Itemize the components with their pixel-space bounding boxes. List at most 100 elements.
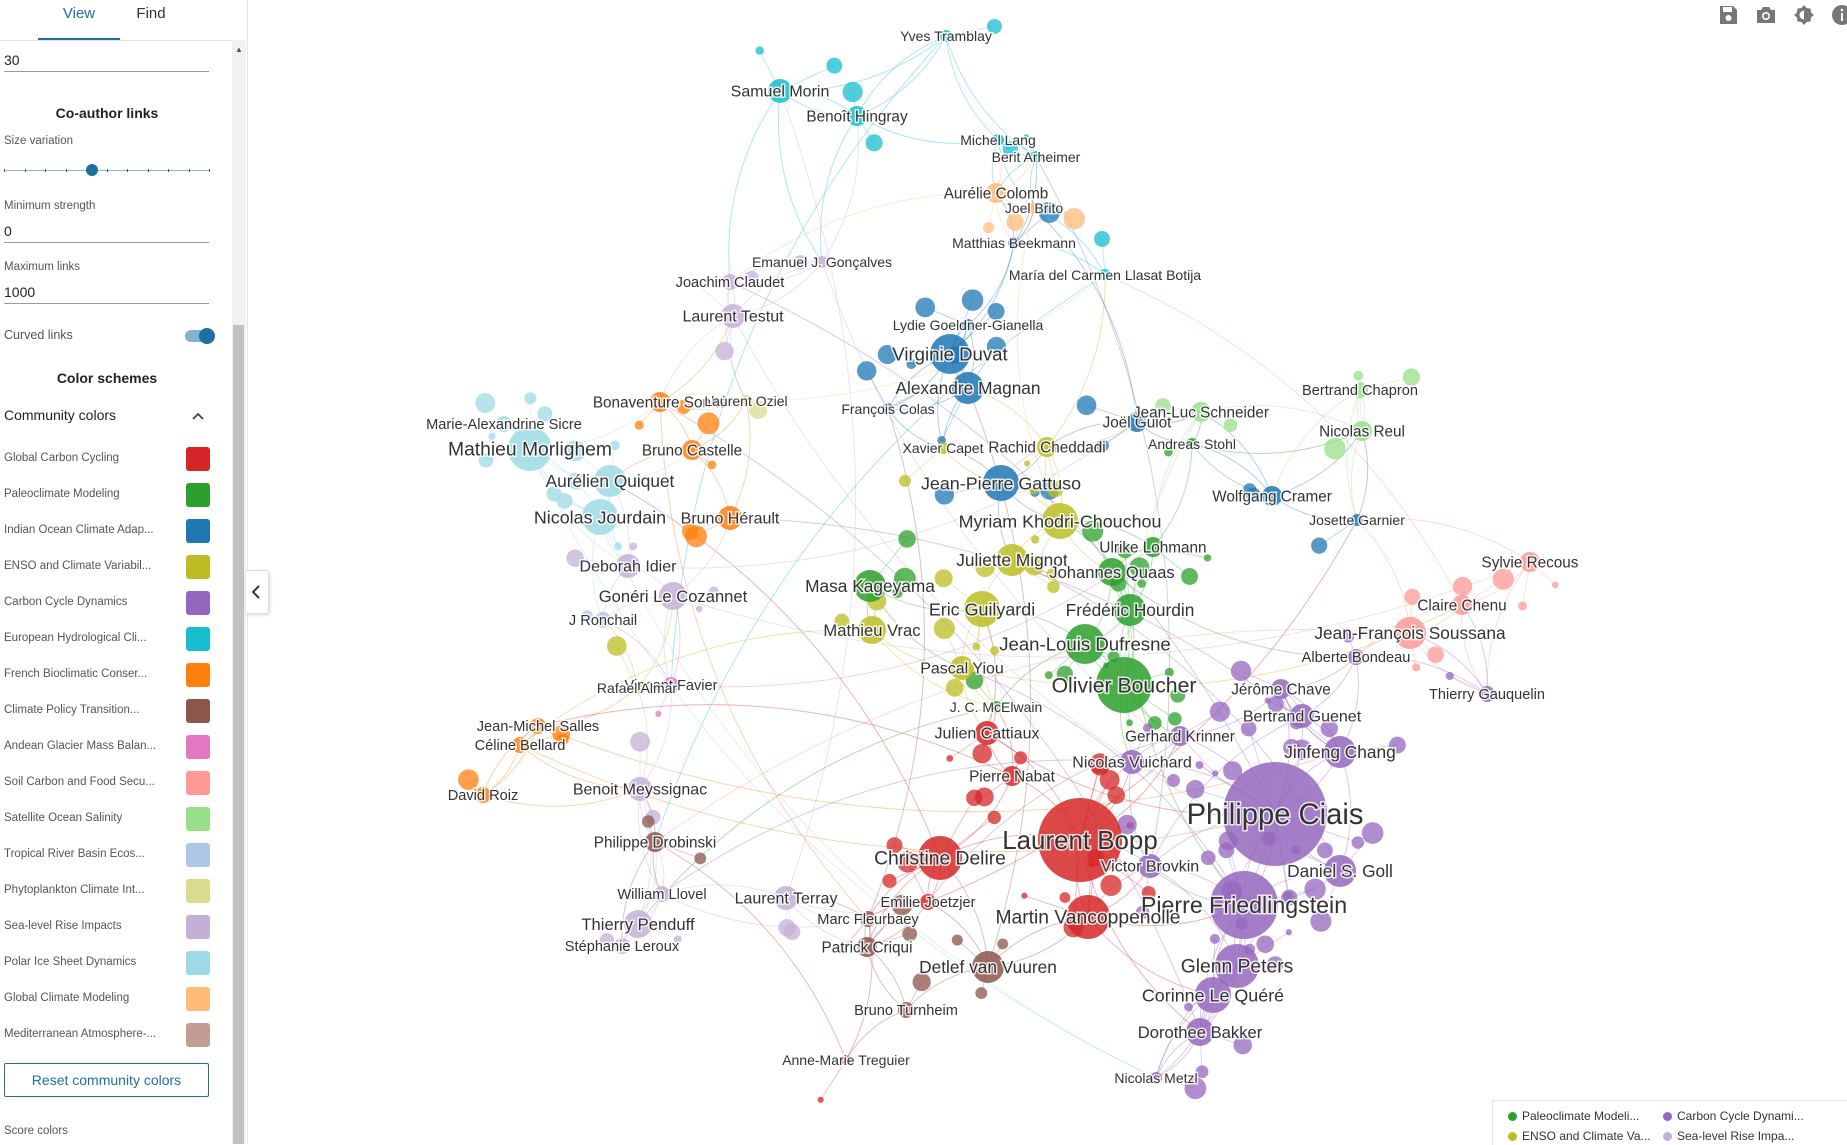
author-node-minor[interactable] <box>1453 577 1472 596</box>
author-node-minor[interactable] <box>975 788 994 807</box>
author-node-minor[interactable] <box>1107 786 1125 804</box>
sidebar-scrollbar-thumb[interactable] <box>233 325 244 1144</box>
reset-community-colors-button[interactable]: Reset community colors <box>4 1063 209 1097</box>
author-node-minor[interactable] <box>1446 672 1454 680</box>
author-node-minor[interactable] <box>1427 646 1444 663</box>
author-node-minor[interactable] <box>1324 438 1346 460</box>
community-color-swatch[interactable] <box>186 987 210 1011</box>
author-node-minor[interactable] <box>1168 712 1181 725</box>
community-color-swatch[interactable] <box>186 771 210 795</box>
info-icon[interactable] <box>1830 3 1847 27</box>
tab-find[interactable]: Find <box>118 0 184 38</box>
author-node-minor[interactable] <box>698 412 720 434</box>
max-links-input[interactable] <box>4 281 209 304</box>
author-node-minor[interactable] <box>962 289 984 311</box>
community-color-swatch[interactable] <box>186 699 210 723</box>
tab-view[interactable]: View <box>38 0 120 40</box>
author-node-minor[interactable] <box>1210 934 1220 944</box>
community-color-swatch[interactable] <box>186 555 210 579</box>
author-node-minor[interactable] <box>1195 761 1203 769</box>
author-node-minor[interactable] <box>715 342 733 360</box>
community-color-swatch[interactable] <box>186 1023 210 1047</box>
author-node-minor[interactable] <box>975 987 987 999</box>
author-node-minor[interactable] <box>1518 601 1527 610</box>
community-color-swatch[interactable] <box>186 915 210 939</box>
author-node-minor[interactable] <box>1212 770 1218 776</box>
author-node-minor[interactable] <box>607 636 627 656</box>
author-node-minor[interactable] <box>778 919 795 936</box>
author-node-minor[interactable] <box>1031 535 1039 543</box>
community-color-swatch[interactable] <box>186 591 210 615</box>
author-node-minor[interactable] <box>630 732 650 752</box>
author-node-minor[interactable] <box>946 679 964 697</box>
author-node-minor[interactable] <box>1353 371 1363 381</box>
author-node-minor[interactable] <box>826 58 842 74</box>
author-node-minor[interactable] <box>524 392 536 404</box>
author-node-minor[interactable] <box>990 646 999 655</box>
author-node-minor[interactable] <box>1286 929 1292 935</box>
author-node-minor[interactable] <box>1362 822 1384 844</box>
save-icon[interactable] <box>1716 3 1740 27</box>
community-color-swatch[interactable] <box>186 879 210 903</box>
author-node-minor[interactable] <box>1047 581 1059 593</box>
author-node-minor[interactable] <box>755 46 764 55</box>
author-node-minor[interactable] <box>1256 935 1274 953</box>
author-node-minor[interactable] <box>1210 701 1230 721</box>
author-node-minor[interactable] <box>952 934 963 945</box>
author-node-minor[interactable] <box>1317 843 1333 859</box>
author-node-minor[interactable] <box>997 938 1008 949</box>
author-node-minor[interactable] <box>1060 892 1071 903</box>
author-node-minor[interactable] <box>1126 719 1133 726</box>
curved-links-toggle-knob[interactable] <box>199 328 215 344</box>
brightness-icon[interactable] <box>1792 3 1816 27</box>
author-node-minor[interactable] <box>1552 582 1559 589</box>
author-node-minor[interactable] <box>898 530 916 548</box>
max-label-length-input[interactable] <box>4 49 209 72</box>
community-color-swatch[interactable] <box>186 663 210 687</box>
community-color-swatch[interactable] <box>186 735 210 759</box>
author-node-minor[interactable] <box>1186 780 1204 798</box>
author-node-minor[interactable] <box>1021 893 1027 899</box>
author-node-minor[interactable] <box>1006 214 1023 231</box>
camera-icon[interactable] <box>1754 3 1778 27</box>
author-node-minor[interactable] <box>1493 569 1514 590</box>
author-node-minor[interactable] <box>1100 875 1121 896</box>
author-node-minor[interactable] <box>946 755 953 762</box>
author-node-minor[interactable] <box>915 297 935 317</box>
community-color-swatch[interactable] <box>186 627 210 651</box>
author-node-minor[interactable] <box>935 569 953 587</box>
author-node-minor[interactable] <box>883 874 897 888</box>
author-node-minor[interactable] <box>642 815 655 828</box>
author-node-minor[interactable] <box>972 744 991 763</box>
author-node-minor[interactable] <box>696 606 703 613</box>
author-node-minor[interactable] <box>475 393 495 413</box>
author-node-minor[interactable] <box>1412 663 1420 671</box>
author-node-minor[interactable] <box>988 811 1001 824</box>
author-node-minor[interactable] <box>866 134 883 151</box>
author-node-minor[interactable] <box>1311 537 1327 553</box>
author-node-minor[interactable] <box>1024 460 1030 466</box>
author-node-minor[interactable] <box>857 361 876 380</box>
collapse-sidebar-button[interactable] <box>246 570 269 614</box>
author-node-minor[interactable] <box>1231 661 1251 681</box>
author-node-minor[interactable] <box>1352 836 1365 849</box>
author-node-minor[interactable] <box>818 1097 824 1103</box>
author-node-minor[interactable] <box>934 618 955 639</box>
author-node-minor[interactable] <box>1064 208 1085 229</box>
community-color-swatch[interactable] <box>186 951 210 975</box>
community-color-swatch[interactable] <box>186 519 210 543</box>
author-node-minor[interactable] <box>1014 751 1027 764</box>
author-node-minor[interactable] <box>843 82 863 102</box>
author-node-minor[interactable] <box>694 853 706 865</box>
author-node-minor[interactable] <box>1094 231 1110 247</box>
community-color-swatch[interactable] <box>186 483 210 507</box>
author-node-minor[interactable] <box>635 420 644 429</box>
size-variation-slider-thumb[interactable] <box>86 164 98 176</box>
author-node-minor[interactable] <box>1077 395 1097 415</box>
chevron-up-icon[interactable] <box>190 408 206 424</box>
author-node-minor[interactable] <box>1201 850 1216 865</box>
community-color-swatch[interactable] <box>186 447 210 471</box>
author-node-minor[interactable] <box>655 711 661 717</box>
author-node-minor[interactable] <box>629 542 637 550</box>
